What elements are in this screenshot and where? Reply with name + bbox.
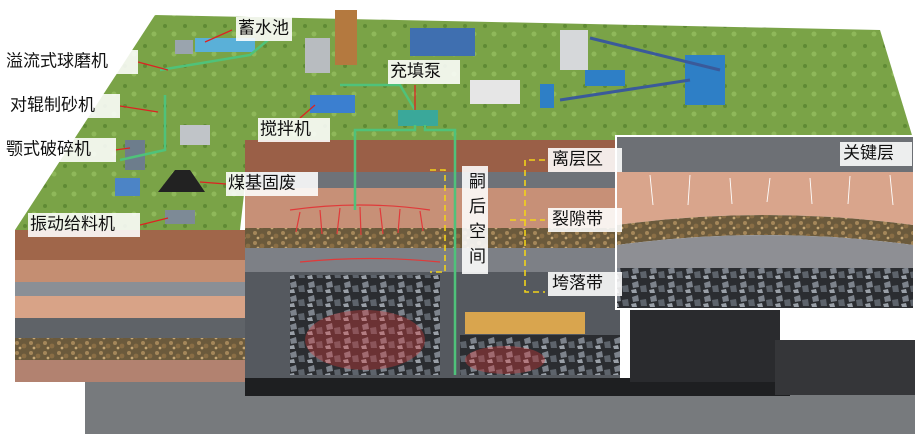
label-bg xyxy=(226,172,318,196)
fractures xyxy=(289,204,441,263)
label: 颚式破碎机 xyxy=(6,140,91,160)
label-bg xyxy=(236,17,292,41)
label-bg xyxy=(4,50,138,74)
left-strata xyxy=(15,230,245,382)
label-bg xyxy=(4,138,116,162)
label-bg xyxy=(548,148,622,172)
label: 煤基固废 xyxy=(228,174,296,194)
filling-zone xyxy=(305,310,425,370)
filling-zone xyxy=(465,346,545,374)
label: 充填泵 xyxy=(390,62,441,82)
fill-pipe xyxy=(423,125,457,375)
labels: 蓄水池 溢流式球磨机 对辊制砂机 颚式破碎机 振动给料机 煤基固废 搅拌机 充填… xyxy=(4,17,912,296)
label: 离层区 xyxy=(552,150,603,170)
leader-lines xyxy=(114,29,416,226)
label: 溢流式球磨机 xyxy=(6,52,108,72)
label-bg xyxy=(548,272,622,296)
label: 垮落带 xyxy=(552,274,603,294)
label-bg xyxy=(8,94,120,118)
surface-pipes xyxy=(119,36,721,162)
label: 关键层 xyxy=(843,144,894,164)
label-bg xyxy=(840,142,912,166)
label-bg xyxy=(28,213,140,237)
label: 蓄水池 xyxy=(238,19,289,39)
fill-pipe xyxy=(353,125,417,210)
zone-brackets xyxy=(430,159,545,293)
tunnel-block xyxy=(775,340,915,395)
label: 对辊制砂机 xyxy=(10,96,95,116)
label: 振动给料机 xyxy=(30,215,115,235)
buildings xyxy=(115,10,725,224)
label: 嗣后空间 xyxy=(465,172,486,272)
label-bg xyxy=(258,118,330,142)
label: 裂隙带 xyxy=(552,210,603,230)
roadway xyxy=(245,378,790,396)
label-bg xyxy=(388,60,460,84)
tunnel-block xyxy=(630,310,780,382)
goaf-right xyxy=(460,335,620,375)
label-bg xyxy=(548,208,622,232)
filling-body xyxy=(465,312,585,334)
goaf-left xyxy=(290,275,440,375)
label: 搅拌机 xyxy=(260,120,311,140)
label-bg xyxy=(462,166,488,274)
